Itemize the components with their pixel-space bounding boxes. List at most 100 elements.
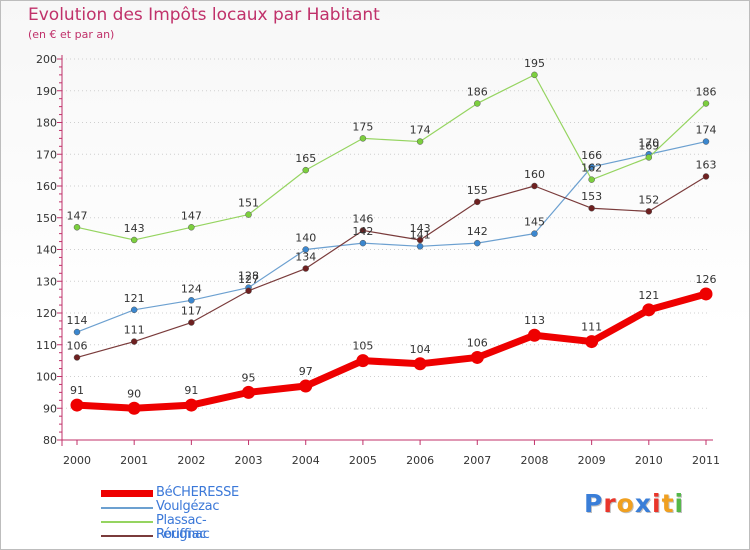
data-label: 151 (238, 197, 259, 210)
x-tick-label: 2005 (349, 454, 377, 467)
data-point (531, 182, 538, 190)
data-point (127, 401, 141, 415)
data-label: 143 (410, 222, 431, 235)
legend-swatch (101, 490, 153, 497)
data-label: 91 (184, 384, 198, 397)
data-point (413, 357, 427, 371)
x-tick-label: 2010 (635, 454, 663, 467)
data-point (299, 379, 313, 393)
data-label: 113 (524, 314, 545, 327)
legend-label: BéCHERESSE (156, 485, 239, 500)
data-point (130, 306, 138, 314)
logo-letter: r (603, 489, 617, 518)
data-point (302, 265, 309, 272)
data-label: 111 (124, 324, 145, 337)
logo-letter: o (616, 489, 635, 518)
data-point (130, 338, 138, 345)
logo-letter: t (661, 489, 675, 518)
legend-swatch (101, 507, 153, 509)
data-label: 142 (467, 225, 488, 238)
x-tick-label: 2001 (120, 454, 148, 467)
data-label: 91 (70, 384, 84, 397)
data-label: 90 (127, 387, 141, 400)
data-label: 170 (638, 136, 659, 149)
legend-label: Voulgézac (156, 499, 220, 514)
data-point (416, 138, 424, 145)
data-label: 186 (467, 85, 488, 98)
data-label: 169 (638, 139, 659, 152)
legend-swatch (101, 535, 153, 537)
data-point (645, 208, 653, 215)
data-point (531, 230, 538, 237)
data-label: 163 (696, 158, 717, 171)
y-tick-label: 120 (36, 307, 57, 320)
data-point (188, 224, 195, 231)
proxiti-logo: Proxiti (584, 489, 684, 518)
data-point (474, 100, 481, 107)
y-tick-label: 100 (36, 371, 57, 384)
data-label: 95 (242, 371, 256, 384)
chart-title: Evolution des Impôts locaux par Habitant (28, 5, 380, 25)
data-point (184, 398, 198, 412)
data-label: 195 (524, 57, 545, 70)
data-point (359, 239, 367, 247)
y-tick-label: 80 (43, 434, 57, 447)
legend-label: Plassac-Rouffiac (156, 513, 207, 542)
data-point (527, 328, 541, 342)
data-label: 127 (238, 273, 259, 286)
data-label: 152 (638, 193, 659, 206)
data-label: 97 (299, 365, 313, 378)
data-label: 105 (352, 340, 373, 353)
y-tick-label: 140 (36, 244, 57, 257)
data-point (356, 354, 370, 368)
data-point (702, 138, 710, 145)
data-point (245, 211, 252, 218)
y-tick-label: 160 (36, 180, 57, 193)
data-label: 162 (581, 162, 602, 175)
x-tick-label: 2000 (63, 454, 91, 467)
data-point (588, 176, 595, 183)
data-label: 147 (181, 209, 202, 222)
data-label: 126 (696, 273, 717, 286)
data-label: 134 (295, 251, 316, 264)
data-label: 186 (696, 85, 717, 98)
data-point (531, 71, 538, 79)
data-label: 153 (581, 190, 602, 203)
series-line (76, 175, 707, 359)
logo-letter: x (634, 489, 652, 518)
data-point (73, 354, 81, 361)
y-tick-label: 170 (36, 148, 57, 161)
data-label: 145 (524, 216, 545, 229)
data-label: 106 (467, 336, 488, 349)
data-label: 160 (524, 168, 545, 181)
data-label: 142 (352, 225, 373, 238)
series-line (76, 140, 707, 333)
data-point (302, 246, 309, 253)
y-tick-label: 200 (36, 53, 57, 66)
data-label: 104 (410, 343, 431, 356)
data-point (588, 163, 595, 171)
data-point (73, 224, 81, 231)
data-point (242, 385, 256, 399)
y-tick-label: 180 (36, 117, 57, 130)
legend-swatch (101, 521, 153, 523)
logo-letter: i (674, 489, 685, 518)
series-line (76, 290, 707, 412)
data-point (585, 335, 599, 349)
y-tick-label: 90 (43, 402, 57, 415)
y-tick-label: 190 (36, 85, 57, 98)
data-label: 175 (352, 120, 373, 133)
data-label: 106 (67, 339, 88, 352)
y-tick-label: 130 (36, 275, 57, 288)
x-tick-label: 2009 (578, 454, 606, 467)
y-tick-label: 110 (36, 339, 57, 352)
chart-subtitle: (en € et par an) (28, 28, 115, 41)
data-point (416, 243, 424, 250)
data-label: 117 (181, 305, 202, 318)
data-point (416, 236, 424, 244)
x-tick-label: 2006 (406, 454, 434, 467)
x-tick-label: 2011 (692, 454, 720, 467)
data-label: 114 (67, 314, 88, 327)
